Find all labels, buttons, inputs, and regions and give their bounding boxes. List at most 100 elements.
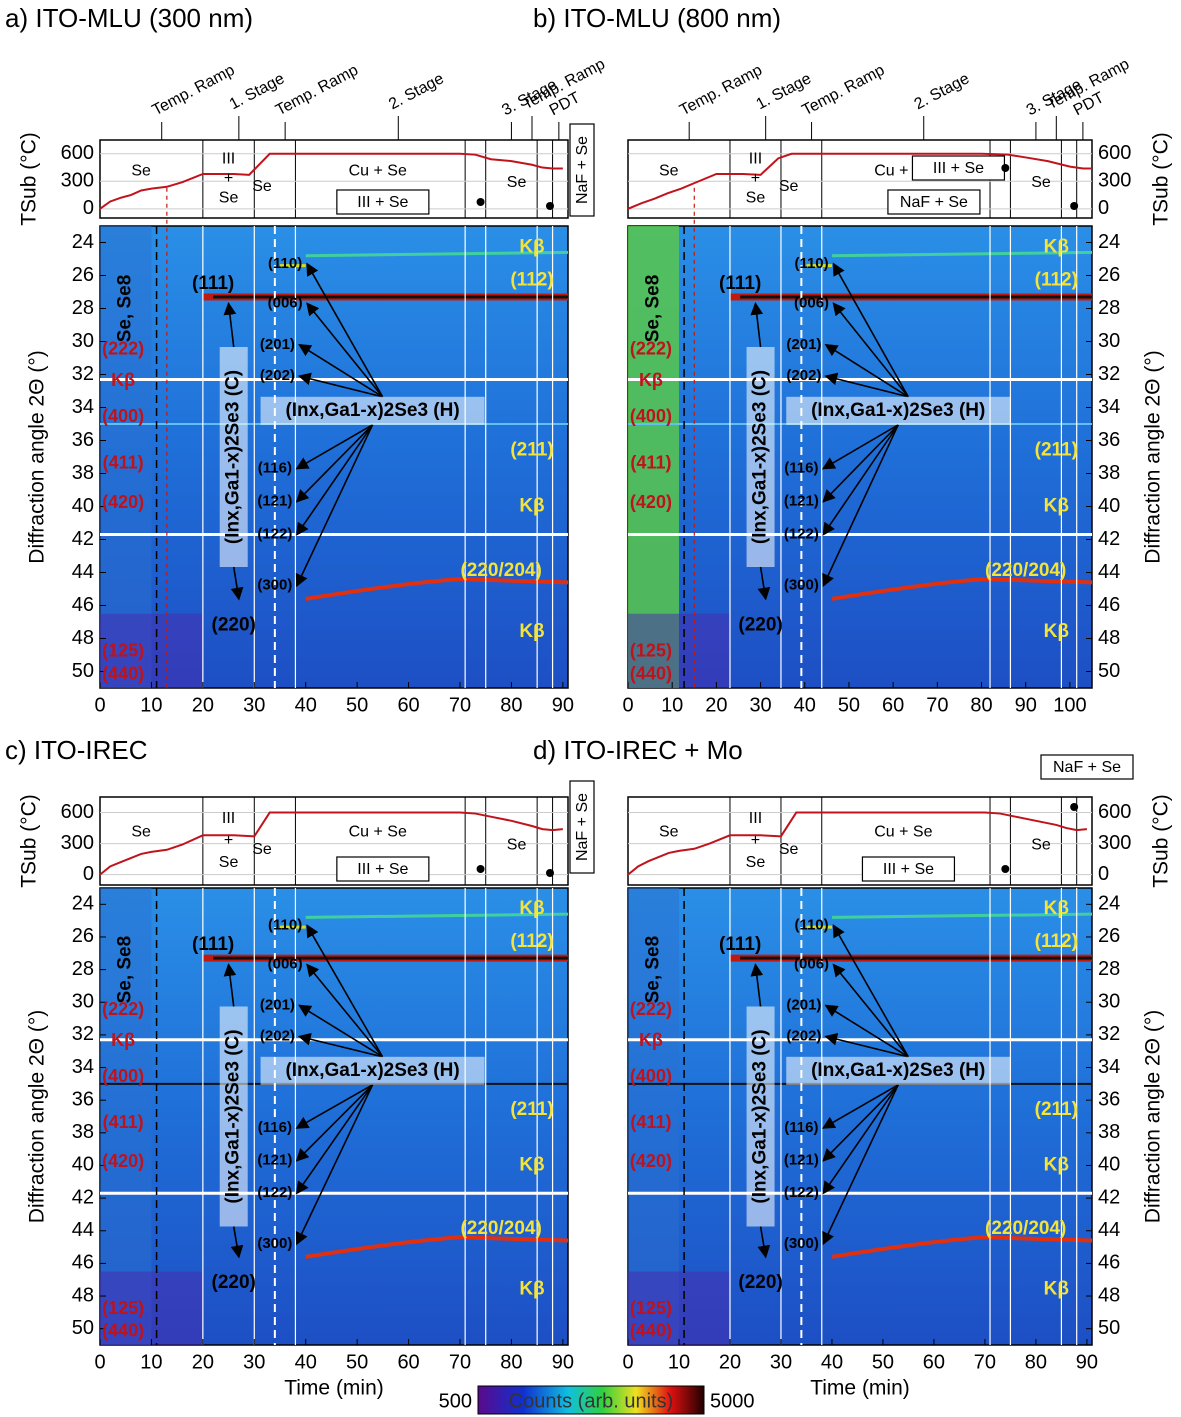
x-tick-label: 0 xyxy=(94,1351,105,1373)
x-tick-label: 20 xyxy=(705,694,727,716)
y-tick-label: 32 xyxy=(72,1023,94,1045)
cubic-peak-label: (220) xyxy=(738,1272,782,1293)
box-text: NaF + Se xyxy=(900,194,968,211)
arrow xyxy=(757,1226,771,1259)
hex-peak-label: (110) xyxy=(268,917,302,934)
red-label: (222) xyxy=(102,999,144,1019)
x-tick-label: 50 xyxy=(346,694,368,716)
arrow xyxy=(824,1004,909,1058)
red-label: (411) xyxy=(103,1112,144,1132)
red-label: (125) xyxy=(102,1298,144,1318)
stage-label: Temp. Ramp xyxy=(677,62,765,120)
box-text: NaF + Se xyxy=(1053,759,1121,776)
phase-label: Se xyxy=(746,190,766,207)
arrow xyxy=(297,372,383,398)
low-region xyxy=(628,1271,730,1345)
red-label: (400) xyxy=(630,406,672,426)
red-label: Kβ xyxy=(111,370,135,390)
y-tick-label: 28 xyxy=(72,958,94,980)
stage-label: 2. Stage xyxy=(912,70,973,113)
x-tick-label: 40 xyxy=(295,694,317,716)
red-label: (400) xyxy=(102,1066,144,1086)
red-label: (222) xyxy=(102,339,144,359)
hex-peak-label: (121) xyxy=(257,493,292,510)
box xyxy=(336,189,430,215)
arrow xyxy=(298,343,383,398)
se-band xyxy=(628,888,679,1345)
arrow xyxy=(822,1084,899,1246)
dot xyxy=(1001,865,1010,873)
arrow xyxy=(295,1084,374,1246)
phase-label: Se xyxy=(779,841,799,858)
hex-peak-label: (121) xyxy=(784,493,819,510)
colorbar-max: 5000 xyxy=(710,1390,755,1412)
temp-tick-label: 300 xyxy=(1098,832,1131,854)
hex-peak-label: (006) xyxy=(268,295,303,312)
yellow-label: (211) xyxy=(1035,439,1078,460)
temp-curve xyxy=(627,811,1088,876)
x-tick-label: 80 xyxy=(500,1351,522,1373)
y-tick-label: 36 xyxy=(72,1088,94,1110)
hex-peak-label: (122) xyxy=(257,526,292,543)
cubic-peak-label: (220) xyxy=(212,1272,256,1293)
phase-label: + xyxy=(224,170,233,187)
y-tick-label: 50 xyxy=(72,660,94,682)
y-tick-label: 24 xyxy=(1098,231,1120,253)
y-tick-label: 42 xyxy=(1098,528,1120,550)
x-tick-label: 20 xyxy=(192,1351,214,1373)
arrow xyxy=(306,963,384,1058)
yellow-label: (220/204) xyxy=(460,560,541,581)
hex-peak-label: (122) xyxy=(784,526,819,543)
x-tick-label: 30 xyxy=(749,694,771,716)
y-tick-label: 46 xyxy=(72,1252,94,1274)
hex-peak-label: (202) xyxy=(260,367,295,384)
stage-label: Temp. Ramp xyxy=(799,62,887,120)
x-tick-label: 50 xyxy=(346,1351,368,1373)
y-tick-label: 36 xyxy=(1098,429,1120,451)
phase-label: Se xyxy=(131,823,151,840)
box-text: III + Se xyxy=(933,160,984,177)
yellow-label: Kβ xyxy=(519,1154,544,1175)
arrow xyxy=(295,1084,374,1195)
red-label: (400) xyxy=(102,406,144,426)
cubic-peak-label: (111) xyxy=(192,273,234,294)
y-tick-label: 42 xyxy=(72,1186,94,1208)
red-label: (411) xyxy=(103,452,144,472)
box-label: III + Se xyxy=(861,856,956,882)
yellow-label: Kβ xyxy=(1044,496,1069,517)
arrow xyxy=(822,1084,899,1195)
arrow xyxy=(824,343,909,398)
hex-peak-label: (300) xyxy=(784,1235,819,1252)
yellow-label: Kβ xyxy=(1044,1279,1069,1300)
se-label: Se, Se8 xyxy=(643,936,664,1004)
x-tick-label: 80 xyxy=(1025,1351,1047,1373)
red-label: (411) xyxy=(630,452,671,472)
peak-220 xyxy=(305,577,569,601)
phase-label: + xyxy=(751,170,760,187)
peak-220 xyxy=(831,577,1093,601)
temp-tick-label: 600 xyxy=(1098,801,1131,823)
red-label: (440) xyxy=(630,1321,672,1341)
hex-peak-label: (110) xyxy=(794,917,828,934)
y-tick-label: 26 xyxy=(72,264,94,286)
x-tick-label: 40 xyxy=(794,694,816,716)
hex-peak-label: (006) xyxy=(794,956,829,973)
red-label: (440) xyxy=(630,664,672,684)
temp-curve xyxy=(627,152,1092,210)
arrow xyxy=(295,424,374,503)
x-tick-label: 60 xyxy=(397,694,419,716)
phase-label: Se xyxy=(1031,174,1051,191)
red-label: (420) xyxy=(102,492,144,512)
dot xyxy=(476,865,485,873)
y-tick-label: 50 xyxy=(1098,660,1120,682)
cubic-label: (Inx,Ga1-x)2Se3 (C) xyxy=(750,370,771,544)
yellow-label: Kβ xyxy=(1044,236,1069,257)
hex-peak-label: (006) xyxy=(268,956,303,973)
dot xyxy=(476,198,485,206)
cubic-label-bg xyxy=(219,1006,248,1227)
cubic-peak-label: (220) xyxy=(212,614,256,635)
y-tick-label: 40 xyxy=(1098,1154,1120,1176)
arrow xyxy=(295,424,374,588)
red-label: (440) xyxy=(102,664,144,684)
arrow xyxy=(295,424,374,536)
